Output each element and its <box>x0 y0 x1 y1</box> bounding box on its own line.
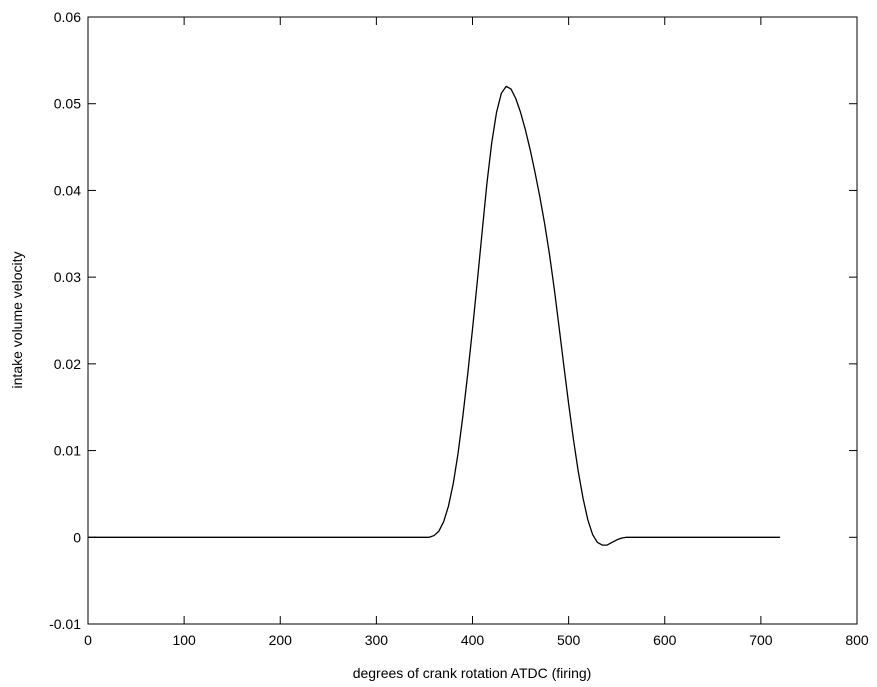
x-tick-label: 100 <box>172 632 196 648</box>
y-tick-labels: -0.01 0 0.01 0.02 0.03 0.04 0.05 0.06 <box>49 9 81 632</box>
x-tick-label: 600 <box>653 632 677 648</box>
x-tick-label: 300 <box>365 632 389 648</box>
y-axis-label: intake volume velocity <box>9 252 25 389</box>
x-tick-label: 200 <box>269 632 293 648</box>
y-tick-label: 0.05 <box>54 96 81 112</box>
y-tick-label: 0.01 <box>54 443 81 459</box>
y-tick-label: -0.01 <box>49 616 81 632</box>
y-tick-label: 0.06 <box>54 9 81 25</box>
x-tick-label: 500 <box>557 632 581 648</box>
plot-area <box>88 85 781 546</box>
x-tick-labels: 0 100 200 300 400 500 600 700 800 <box>84 632 869 648</box>
y-tick-label: 0.03 <box>54 269 81 285</box>
y-tick-label: 0.02 <box>54 356 81 372</box>
x-axis-label: degrees of crank rotation ATDC (firing) <box>353 665 592 681</box>
y-tick-label: 0.04 <box>54 182 81 198</box>
series-line <box>88 85 781 546</box>
x-tick-label: 0 <box>84 632 92 648</box>
plot-frame <box>87 16 858 625</box>
x-tick-label: 400 <box>461 632 485 648</box>
x-tick-label: 700 <box>749 632 773 648</box>
x-tick-label: 800 <box>845 632 869 648</box>
y-tick-label: 0 <box>73 529 81 545</box>
